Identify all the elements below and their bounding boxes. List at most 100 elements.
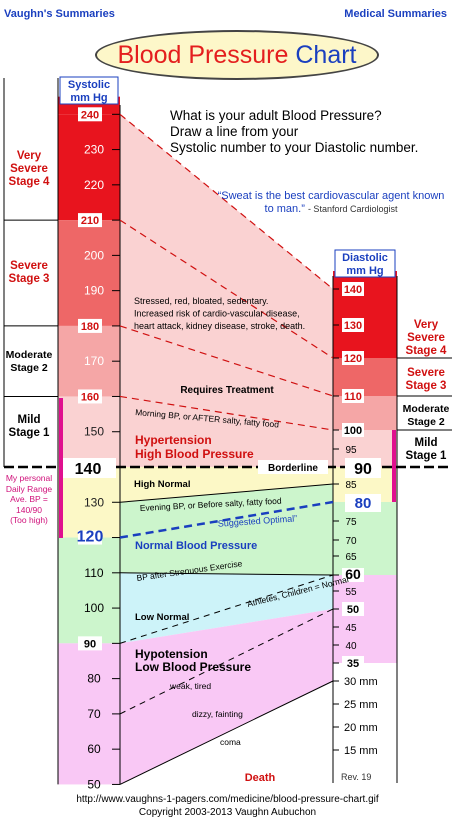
diastolic-tick-55: 55 [345,587,357,598]
right-stage-4-l1: Very [413,319,439,331]
systolic-tick-70: 70 [87,707,101,721]
left-stage-2: Moderate Stage 2 [0,349,58,375]
zone-label-hypertension-line2: High Blood Pressure [135,447,254,461]
diastolic-tick-box-140 [342,282,364,296]
diastolic-tick-45: 45 [345,623,357,634]
systolic-band-3 [58,325,120,397]
left-stage-2-l2: Stage 2 [10,362,48,374]
connection-240-140 [119,113,334,290]
right-stage-4-l2: Severe [407,332,445,344]
systolic-tick-90: 90 [84,638,96,650]
systolic-tick-120: 120 [77,529,104,546]
zone-hypotension [120,609,333,785]
annotation-stressed-1: Increased risk of cardio-vascular diseas… [134,309,300,319]
quote: “Sweat is the best cardiovascular agent … [215,190,447,216]
diastolic-lower-tick-0: 30 mm [344,676,378,688]
systolic-tick-box-160 [78,389,102,404]
zone-normal [120,484,333,575]
systolic-label-line2: mm Hg [70,92,107,104]
left-stage-4-l2: Severe [10,163,48,175]
diastolic-footnote: Rev. 19 [341,772,371,782]
systolic-tick-box-210 [78,213,102,228]
instruction-line1: What is your adult Blood Pressure? [170,108,382,123]
diastolic-tick-65: 65 [345,552,357,563]
header-right: Medical Summaries [344,8,447,20]
systolic-tick-50: 50 [87,777,101,791]
left-stage-4: Very Severe Stage 4 [0,150,58,189]
left-stage-2-l1: Moderate [5,349,53,361]
instruction-line2: Draw a line from your [170,124,299,139]
diastolic-tick-box-110 [342,389,364,403]
footer-copyright: Copyright 2003-2013 Vaughn Aubuchon [138,807,317,818]
zone-stage2 [120,325,333,430]
boundary-high-normal [119,483,334,503]
diastolic-label-line1: Diastolic [342,252,388,264]
annotation-dizzy: dizzy, fainting [192,709,243,719]
annotation-requires-treatment: Requires Treatment [180,385,274,396]
personal-bar-diastolic [392,430,396,502]
zone-label-high-normal: High Normal [134,479,190,490]
personal-note-line2: Daily Range [5,483,53,494]
right-stage-2: Moderate Stage 2 [397,403,455,429]
diastolic-lower-tick-1: 25 mm [344,699,378,711]
borderline-label: Borderline [268,463,318,474]
diastolic-tick-130: 130 [344,320,362,332]
left-stage-1-l1: Mild [17,414,41,426]
zone-label-hypertension-line1: Hypertension [135,433,212,447]
diastolic-lower-tick-3: 15 mm [344,745,378,757]
systolic-tick-180: 180 [81,321,99,333]
left-stage-3: Severe Stage 3 [0,260,58,286]
header-left: Vaughn's Summaries [4,8,115,20]
diastolic-tick-70: 70 [345,536,357,547]
right-stage-3-l2: Stage 3 [405,380,447,392]
quote-text: “Sweat is the best cardiovascular agent … [217,190,445,215]
systolic-tick-190: 190 [84,284,104,298]
right-stage-4-l3: Stage 4 [405,345,447,357]
diastolic-tick-100: 100 [344,425,362,437]
systolic-tick-box-180 [78,318,102,333]
borderline-label-box [258,460,328,474]
diastolic-band-white [333,681,397,786]
diastolic-band-6 [333,502,397,575]
zone-label-normal: Normal Blood Pressure [135,540,257,552]
systolic-tick-140: 140 [75,461,102,478]
diastolic-tick-40: 40 [345,641,357,652]
diastolic-tick-120: 120 [344,353,362,365]
systolic-tick-80: 80 [87,672,101,686]
quote-source: - Stanford Cardiologist [307,204,398,214]
right-stage-2-l1: Moderate [402,403,450,415]
systolic-band-5 [58,467,120,538]
diastolic-tick-95: 95 [345,445,357,456]
right-stage-1-l1: Mild [414,437,438,449]
systolic-label-line1: Systolic [68,79,110,91]
personal-range-note: My personal Daily Range Ave. BP = 140/90… [1,473,57,526]
instruction-line3: Systolic number to your Diastolic number… [170,140,419,155]
diastolic-tick-80: 80 [355,495,372,512]
zone-stage4 [120,114,333,358]
title-part2: Chart [295,40,357,69]
right-stage-4: Very Severe Stage 4 [397,319,455,358]
diastolic-tick-110: 110 [344,391,362,403]
diastolic-lower-tick-2: 20 mm [344,722,378,734]
right-stage-3-l1: Severe [407,367,445,379]
annotation-weak: weak, tired [169,681,211,691]
systolic-tick-220: 220 [84,178,104,192]
tick-140-box [60,458,116,478]
boundary-normal-low [119,572,334,576]
systolic-band-2 [58,220,120,326]
instruction-text: What is your adult Blood Pressure? Draw … [170,108,450,156]
diastolic-tick-box-120 [342,351,364,365]
diastolic-tick-75: 75 [345,517,357,528]
systolic-tick-230: 230 [84,143,104,157]
zone-stage3 [120,220,333,396]
diastolic-tick-box-60 [342,568,364,582]
diastolic-tick-140: 140 [344,284,362,296]
diastolic-band-7 [333,575,397,663]
zone-label-low-normal: Low Normal [135,612,189,623]
zone-label-hypotension-line1: Hypotension [135,647,208,661]
systolic-tick-110: 110 [84,566,103,580]
diastolic-tick-box-100 [342,423,364,437]
diastolic-tick-box-35 [342,656,364,670]
